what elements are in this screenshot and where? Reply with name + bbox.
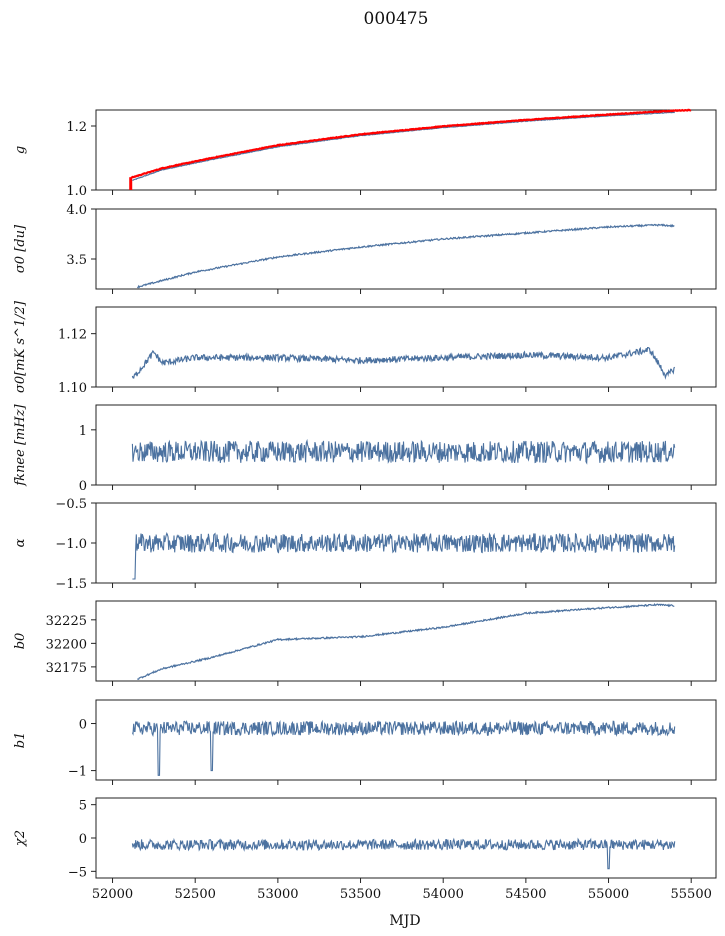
x-tick-label-2: 53000 [257,887,298,902]
y-tick-label-b0-2: 32225 [46,614,87,629]
axes-frame-sigma0_mK [95,306,717,388]
axes-frame-fknee [95,404,717,486]
y-axis-label-alpha: α [13,538,28,547]
series-g-0 [132,111,676,181]
series-sigma0_mK [131,346,676,380]
y-axis-label-sigma0_du: σ0 [du] [13,224,28,273]
y-axis-label-sigma0_mK: σ0[mK s^1/2] [13,300,28,393]
panel-b0: 32175 32200 32225 b0 [13,600,717,686]
series-chi2 [131,837,676,870]
panel-fknee: 0 1 fknee [mHz] [13,403,717,494]
y-tick-label-fknee-0: 0 [79,479,87,494]
y-tick-label-alpha-2: −0.5 [55,497,87,512]
y-axis-label-b0: b0 [13,633,28,650]
axes-frame-chi2 [95,797,717,879]
y-tick-label-sigma0_du-1: 4.0 [66,203,87,218]
y-tick-label-g-1: 1.2 [66,120,87,135]
y-tick-label-chi2-1: 0 [79,832,87,847]
y-axis-label-b1: b1 [13,732,28,749]
y-tick-label-chi2-2: 5 [79,799,87,814]
series-b0 [137,603,675,680]
y-axis-label-g: g [13,146,28,154]
x-tick-label-0: 52000 [92,887,133,902]
series-b1 [131,719,676,776]
panel-alpha: −1.5 −1.0 −0.5 α [13,497,717,592]
y-tick-label-b1-1: 0 [79,718,87,733]
series-alpha [132,531,676,580]
x-tick-label-6: 55000 [588,887,629,902]
panel-b1: −1 0 b1 [13,699,717,785]
y-tick-label-sigma0_mK-0: 1.10 [58,381,87,396]
y-tick-label-sigma0_mK-1: 1.12 [58,328,87,343]
y-tick-label-b0-0: 32175 [46,661,87,676]
panel-sigma0_du: 3.5 4.0 σ0 [du] [13,203,717,294]
series-fknee [131,438,676,465]
y-tick-label-chi2-0: −5 [68,865,87,880]
y-tick-label-fknee-1: 1 [79,424,87,439]
y-tick-label-alpha-0: −1.5 [55,577,87,592]
y-tick-label-b1-0: −1 [68,765,87,780]
x-tick-label-3: 53500 [340,887,381,902]
x-tick-label-7: 55500 [671,887,712,902]
x-tick-label-4: 54000 [423,887,464,902]
y-tick-label-alpha-1: −1.0 [55,537,87,552]
panel-sigma0_mK: 1.10 1.12 σ0[mK s^1/2] [13,300,717,396]
y-axis-label-chi2: χ2 [13,830,28,847]
axes-frame-g [95,109,717,191]
x-axis-label: MJD [389,913,420,929]
axes-frame-b1 [95,699,717,781]
series-sigma0_du [137,223,675,289]
figure-title: 000475 [364,9,429,29]
panel-g: 1.0 1.2 g [13,108,717,199]
axes-frame-b0 [95,600,717,682]
x-tick-label-5: 54500 [505,887,546,902]
panel-chi2: −5 0 5 52000 52500 53000 53500 54000 54500 55000 5… [13,797,717,902]
axes-frame-sigma0_du [95,208,717,290]
y-tick-label-b0-1: 32200 [46,637,87,652]
x-tick-label-1: 52500 [175,887,216,902]
y-tick-label-sigma0_du-0: 3.5 [66,253,87,268]
y-axis-label-fknee: fknee [mHz] [13,403,28,486]
series-g-1 [130,108,692,179]
y-tick-label-g-0: 1.0 [66,184,87,199]
